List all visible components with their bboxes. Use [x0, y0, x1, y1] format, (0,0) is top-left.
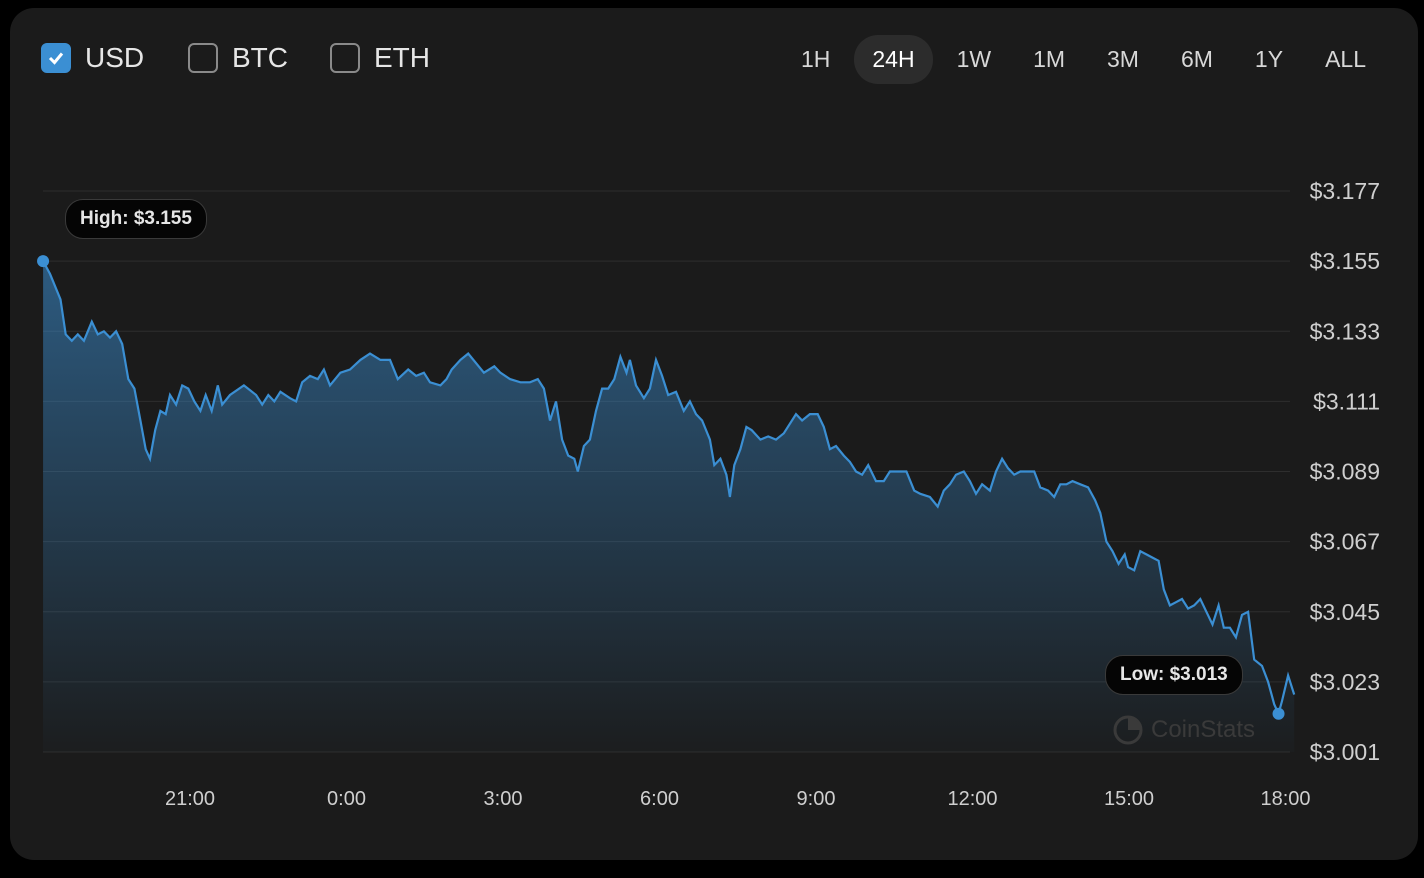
- tab-1w[interactable]: 1W: [956, 46, 992, 72]
- tab-1h[interactable]: 1H: [800, 46, 831, 72]
- currency-label: USD: [85, 42, 145, 73]
- x-tick-label: 0:00: [327, 788, 366, 810]
- y-tick-label: $3.023: [1310, 669, 1380, 695]
- currency-label: ETH: [374, 42, 430, 73]
- x-tick-label: 12:00: [947, 788, 997, 810]
- low-tooltip: Low: $3.013: [1105, 655, 1243, 695]
- x-tick-label: 15:00: [1104, 788, 1154, 810]
- currency-eth-checkbox[interactable]: ETH: [330, 42, 430, 74]
- time-range-tabs: 1H 24H 1W 1M 3M 6M 1Y ALL: [783, 35, 1384, 84]
- high-tooltip: High: $3.155: [65, 199, 207, 239]
- y-tick-label: $3.155: [1310, 248, 1380, 274]
- currency-label: BTC: [232, 42, 288, 73]
- tab-3m[interactable]: 3M: [1107, 46, 1139, 72]
- tab-all[interactable]: ALL: [1325, 46, 1366, 72]
- checkbox-icon: [330, 43, 360, 73]
- high-point: [37, 255, 50, 268]
- watermark-text: CoinStats: [1151, 716, 1256, 743]
- tab-24h[interactable]: 24H: [854, 35, 933, 84]
- x-tick-label: 21:00: [165, 788, 215, 810]
- y-tick-label: $3.111: [1313, 388, 1380, 414]
- x-tick-label: 3:00: [484, 788, 523, 810]
- price-line: [42, 260, 1296, 718]
- checkbox-checked-icon: [41, 43, 71, 73]
- price-area: [43, 261, 1295, 752]
- tab-6m[interactable]: 6M: [1180, 46, 1213, 72]
- x-tick-label: 18:00: [1260, 788, 1310, 810]
- y-tick-label: $3.045: [1310, 599, 1380, 625]
- y-tick-label: $3.089: [1310, 459, 1380, 485]
- y-tick-label: $3.067: [1310, 529, 1380, 555]
- currency-btc-checkbox[interactable]: BTC: [188, 42, 288, 74]
- y-tick-label: $3.001: [1310, 739, 1380, 765]
- x-tick-label: 6:00: [640, 788, 679, 810]
- tab-1y[interactable]: 1Y: [1254, 46, 1284, 72]
- y-tick-label: $3.133: [1310, 318, 1380, 344]
- tab-1m[interactable]: 1M: [1033, 46, 1066, 72]
- coinstats-watermark: CoinStats: [1113, 715, 1255, 745]
- low-point: [1272, 707, 1285, 720]
- y-tick-label: $3.177: [1310, 178, 1380, 204]
- currency-usd-checkbox[interactable]: USD: [41, 42, 144, 74]
- coinstats-logo-icon: [1113, 715, 1143, 745]
- x-tick-label: 9:00: [797, 788, 836, 810]
- checkbox-icon: [188, 43, 218, 73]
